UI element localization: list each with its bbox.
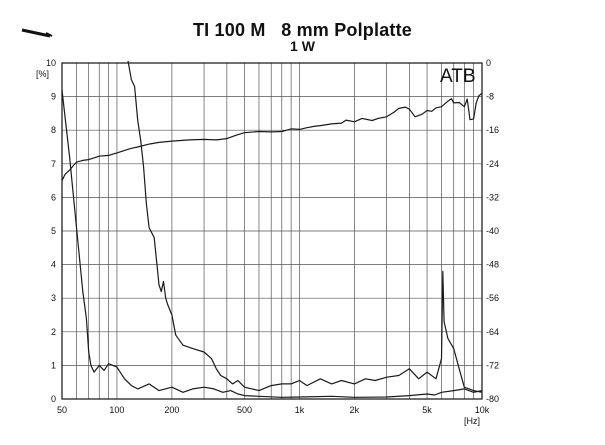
y-right-tick-label: -16: [486, 125, 499, 135]
y-left-tick-label: 9: [51, 92, 56, 102]
y-left-tick-label: 3: [51, 293, 56, 303]
y-right-tick-label: -80: [486, 394, 499, 404]
series-line-2: [61, 89, 483, 398]
y-right-tick-label: -8: [486, 92, 494, 102]
x-tick-label: 5k: [422, 405, 432, 415]
y-right-tick-label: -24: [486, 159, 499, 169]
y-left-tick-label: 5: [51, 226, 56, 236]
chart-series: [61, 60, 483, 398]
y-right-tick-label: -32: [486, 192, 499, 202]
x-tick-label: 100: [109, 405, 124, 415]
y-axis-left-unit: [%]: [36, 69, 49, 79]
y-right-tick-label: -48: [486, 260, 499, 270]
y-left-tick-label: 0: [51, 394, 56, 404]
chart-axes: 012345678910-80-72-64-56-48-40-32-24-16-…: [46, 58, 499, 415]
pen-mark: [21, 28, 51, 38]
chart-subtitle: 1 W: [290, 38, 315, 54]
x-tick-label: 500: [237, 405, 252, 415]
chart-title-model: TI 100 M: [192, 20, 266, 40]
plot-frame: [61, 62, 483, 400]
series-line-1: [61, 92, 483, 181]
x-tick-label: 200: [164, 405, 179, 415]
y-left-tick-label: 10: [46, 58, 56, 68]
x-tick-label: 2k: [350, 405, 360, 415]
y-right-tick-label: 0: [486, 58, 491, 68]
y-right-tick-label: -56: [486, 293, 499, 303]
y-right-tick-label: -40: [486, 226, 499, 236]
chart-title: TI 100 M 8 mm Polplatte: [0, 20, 605, 41]
y-left-tick-label: 8: [51, 125, 56, 135]
x-tick-label: 10k: [475, 405, 490, 415]
x-axis-unit: [Hz]: [464, 416, 480, 426]
y-left-tick-label: 2: [51, 327, 56, 337]
chart-grid: [61, 62, 483, 400]
y-left-tick-label: 1: [51, 360, 56, 370]
x-tick-label: 50: [57, 405, 67, 415]
chart-title-detail: 8 mm Polplatte: [281, 20, 413, 40]
y-left-tick-label: 4: [51, 260, 56, 270]
y-right-tick-label: -72: [486, 360, 499, 370]
y-left-tick-label: 7: [51, 159, 56, 169]
y-left-tick-label: 6: [51, 192, 56, 202]
x-tick-label: 1k: [295, 405, 305, 415]
series-line-3: [127, 60, 483, 393]
atb-annotation: ATB: [440, 66, 476, 87]
pen-mark-tip: [45, 32, 53, 37]
y-right-tick-label: -64: [486, 327, 499, 337]
